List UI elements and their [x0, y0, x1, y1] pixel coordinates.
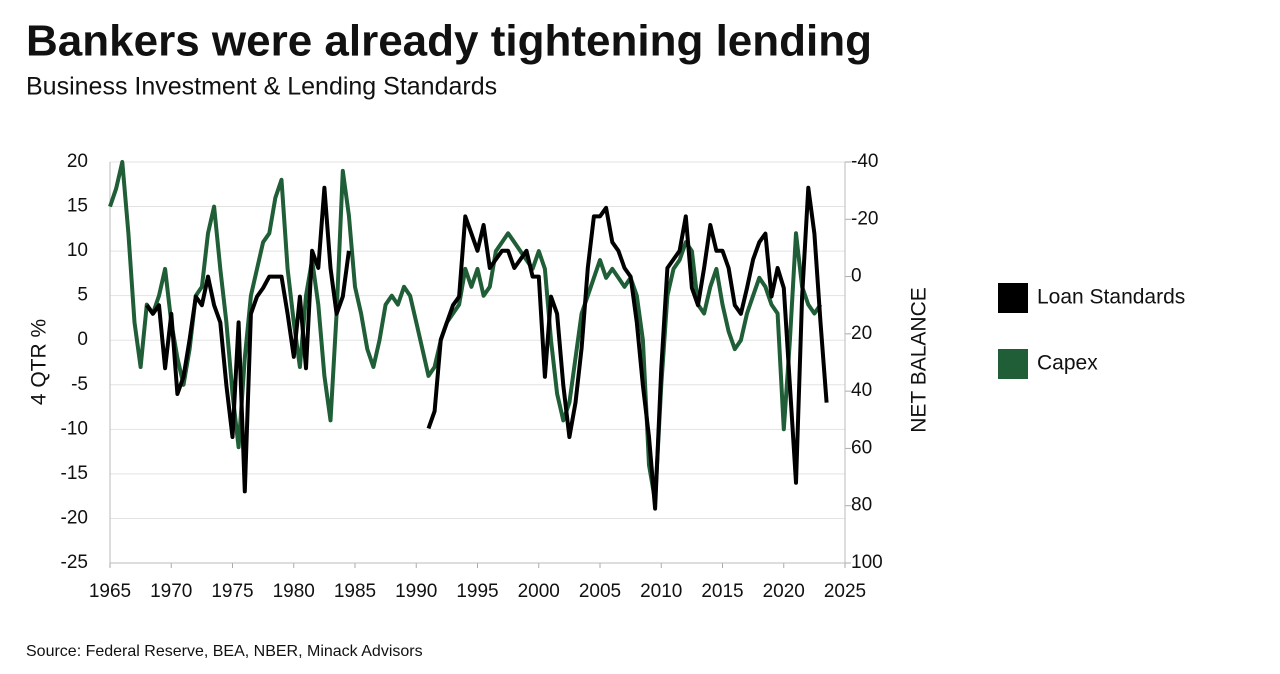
x-tick-label: 2005 — [579, 581, 621, 602]
y2-tick-label: 60 — [851, 437, 872, 458]
chart-title: Bankers were already tightening lending — [26, 17, 872, 66]
y-tick-label: 20 — [67, 151, 88, 172]
legend-swatch — [998, 283, 1028, 313]
legend-label: Capex — [1037, 352, 1098, 375]
x-tick-label: 1985 — [334, 581, 376, 602]
x-tick-label: 1980 — [273, 581, 315, 602]
x-tick-label: 2000 — [518, 581, 560, 602]
legend-label: Loan Standards — [1037, 286, 1185, 309]
y-tick-label: 5 — [77, 285, 88, 306]
y2-tick-label: 100 — [851, 552, 883, 573]
series-line — [108, 160, 823, 503]
chart-subtitle: Business Investment & Lending Standards — [26, 73, 497, 101]
y2-tick-label: 80 — [851, 495, 872, 516]
y-tick-label: 15 — [67, 196, 88, 217]
y2-tick-label: -40 — [851, 151, 878, 172]
x-tick-label: 1975 — [211, 581, 253, 602]
y-axis-label: 4 QTR % — [28, 319, 51, 405]
y-tick-label: -10 — [61, 418, 88, 439]
x-tick-label: 1965 — [89, 581, 131, 602]
y-tick-label: -25 — [61, 552, 88, 573]
y2-tick-label: 20 — [851, 323, 872, 344]
x-tick-label: 1990 — [395, 581, 437, 602]
x-tick-label: 2025 — [824, 581, 866, 602]
y-tick-label: -20 — [61, 507, 88, 528]
series-line — [145, 185, 829, 511]
x-tick-label: 2020 — [763, 581, 805, 602]
y2-tick-label: -20 — [851, 208, 878, 229]
y2-tick-label: 0 — [851, 266, 862, 287]
y-tick-label: 0 — [77, 329, 88, 350]
y-tick-label: 10 — [67, 240, 88, 261]
y2-tick-label: 40 — [851, 380, 872, 401]
x-tick-label: 2010 — [640, 581, 682, 602]
x-tick-label: 1995 — [456, 581, 498, 602]
y2-axis-label: NET BALANCE — [908, 287, 931, 433]
legend-swatch — [998, 349, 1028, 379]
x-tick-label: 1970 — [150, 581, 192, 602]
y-tick-label: -15 — [61, 463, 88, 484]
x-tick-label: 2015 — [701, 581, 743, 602]
source-note: Source: Federal Reserve, BEA, NBER, Mina… — [26, 643, 423, 660]
y-tick-label: -5 — [71, 374, 88, 395]
